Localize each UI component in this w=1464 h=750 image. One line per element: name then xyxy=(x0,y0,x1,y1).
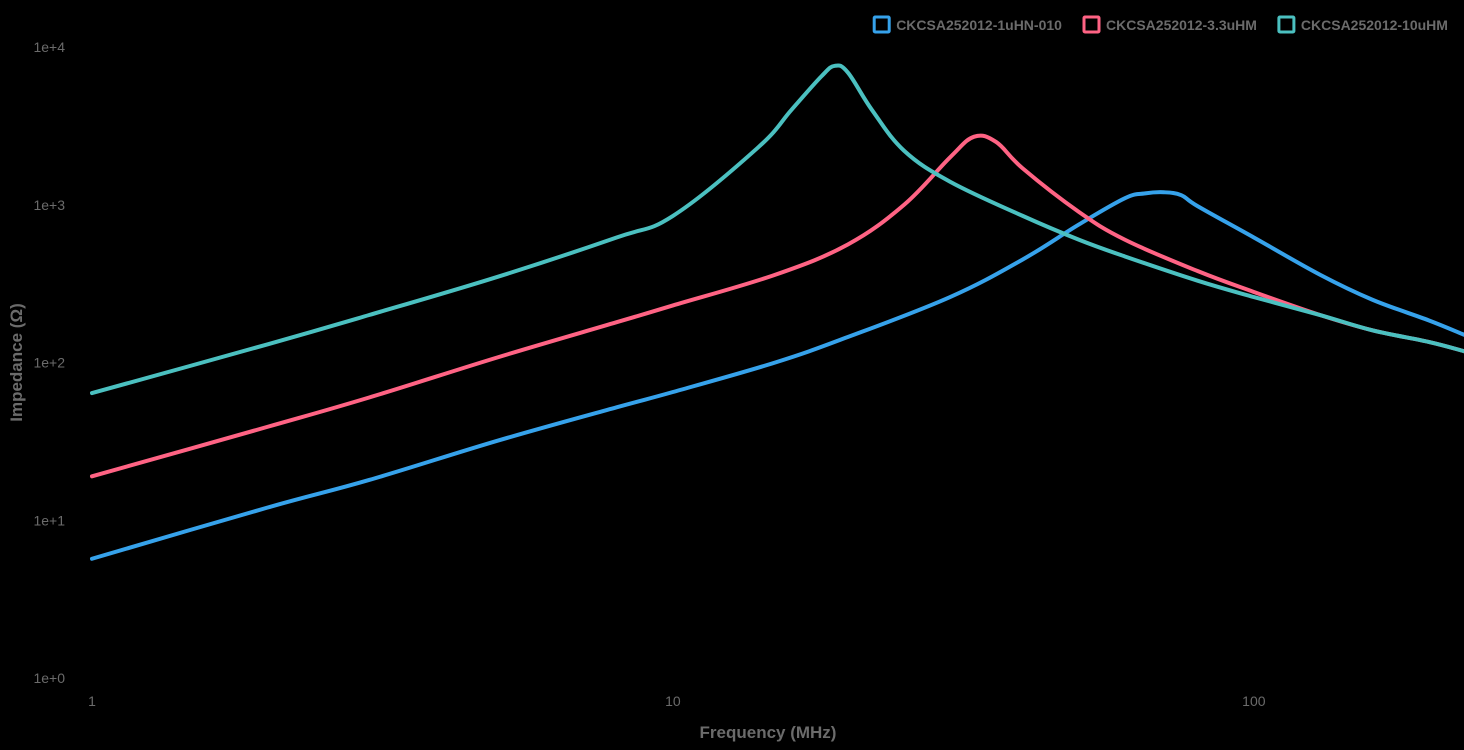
series-layer xyxy=(90,63,1464,561)
legend-swatch xyxy=(1277,15,1296,34)
y-axis-title: Impedance (Ω) xyxy=(7,303,26,422)
y-tick-label: 1e+2 xyxy=(33,355,65,371)
series-line-0 xyxy=(90,190,1464,561)
y-tick-label: 1e+4 xyxy=(33,39,65,55)
legend-item[interactable]: CKCSA252012-10uHM xyxy=(1277,15,1448,34)
y-tick-label: 1e+3 xyxy=(33,197,65,213)
legend-label: CKCSA252012-1uHN-010 xyxy=(896,17,1062,33)
x-axis-ticks: 1 10 100 xyxy=(88,693,1266,709)
series-line-1 xyxy=(90,133,1464,479)
legend-swatch xyxy=(1082,15,1101,34)
y-tick-label: 1e+1 xyxy=(33,512,65,528)
series-line-2 xyxy=(90,63,1464,396)
y-tick-label: 1e+0 xyxy=(33,670,65,686)
legend-swatch xyxy=(872,15,891,34)
legend-item[interactable]: CKCSA252012-3.3uHM xyxy=(1082,15,1257,34)
x-axis-title: Frequency (MHz) xyxy=(700,723,837,742)
legend: CKCSA252012-1uHN-010 CKCSA252012-3.3uHM CK… xyxy=(872,15,1448,34)
legend-item[interactable]: CKCSA252012-1uHN-010 xyxy=(872,15,1062,34)
x-tick-label: 10 xyxy=(665,693,681,709)
legend-label: CKCSA252012-10uHM xyxy=(1301,17,1448,33)
y-axis-ticks: 1e+0 1e+1 1e+2 1e+3 1e+4 xyxy=(33,39,65,686)
x-tick-label: 100 xyxy=(1242,693,1266,709)
x-tick-label: 1 xyxy=(88,693,96,709)
legend-label: CKCSA252012-3.3uHM xyxy=(1106,17,1257,33)
